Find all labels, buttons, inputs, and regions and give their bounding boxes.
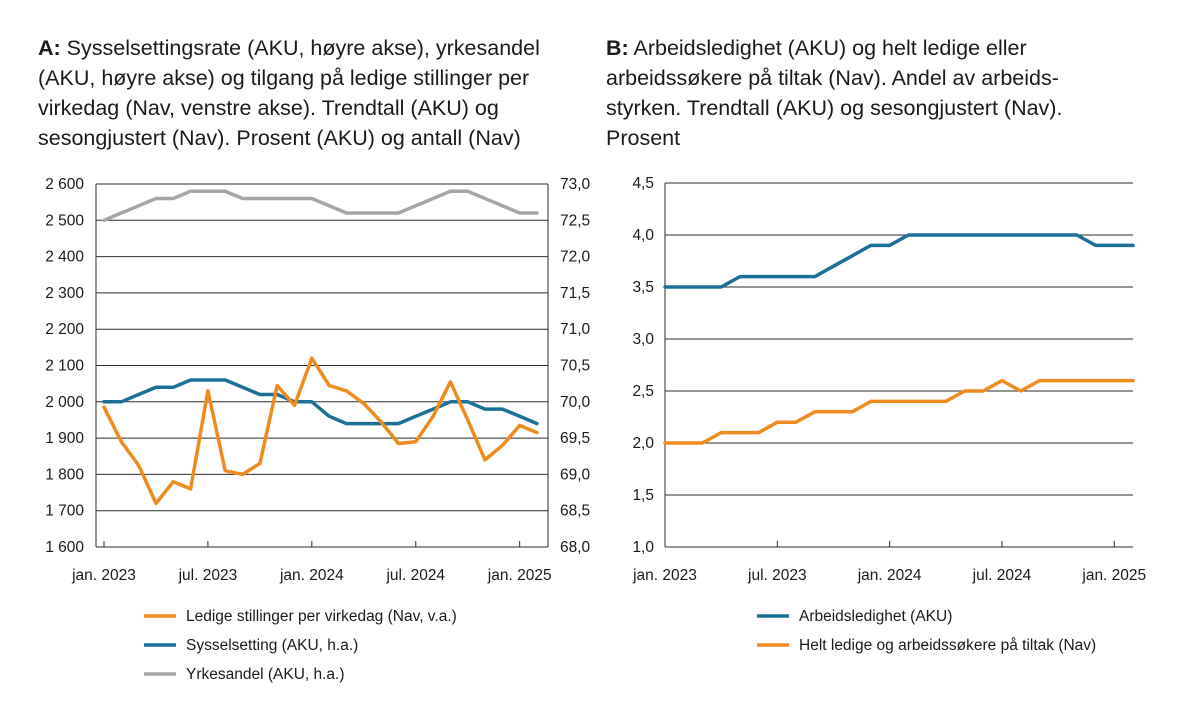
panel-b-title-line-3: styrken. Trendtall (AKU) og sesongjuster… <box>606 96 1063 120</box>
panel-a-left-tick-label: 2 200 <box>45 321 84 338</box>
panel-b-title-line-2: arbeidssøkere på tiltak (Nav). Andel av … <box>606 66 1059 90</box>
panel-a-series-line-2 <box>102 189 539 223</box>
panel-a-left-tick-label: 2 500 <box>45 212 84 229</box>
panel-a-title: A: Sysselsettingsrate (AKU, høyre akse),… <box>38 33 578 153</box>
panel-b-y-tick-label: 4,5 <box>632 175 654 192</box>
panel-b-legend-label: Arbeidsledighet (AKU) <box>799 608 952 625</box>
panel-a-legend-label: Sysselsetting (AKU, h.a.) <box>186 637 358 654</box>
panel-b-y-tick-label: 2,0 <box>632 435 654 452</box>
panel-b-x-tick-label: jan. 2025 <box>1081 567 1146 584</box>
panel-a-left-tick-label: 1 900 <box>45 430 84 447</box>
panel-a-x-tick-label: jan. 2025 <box>487 567 552 584</box>
panel-a-right-tick-label: 71,0 <box>560 321 591 338</box>
panel-a-series-line-1 <box>102 378 539 426</box>
panel-a-x-tick-label: jul. 2024 <box>385 567 445 584</box>
panel-b-y-tick-label: 2,5 <box>632 383 654 400</box>
panel-a-legend-label: Ledige stillinger per virkedag (Nav, v.a… <box>186 608 457 625</box>
panel-b-y-tick-label: 1,0 <box>632 539 654 556</box>
panel-a-right-tick-label: 69,0 <box>560 466 591 483</box>
panel-b-y-tick-label: 4,0 <box>632 227 654 244</box>
panel-b-x-tick-label: jan. 2024 <box>857 567 922 584</box>
panel-b-x-tick-label: jan. 2023 <box>632 567 697 584</box>
panel-b-title-line-4: Prosent <box>606 126 681 150</box>
panel-a-right-tick-label: 68,5 <box>560 503 590 520</box>
panel-b-y-tick-label: 1,5 <box>632 487 654 504</box>
panel-a-left-tick-label: 2 300 <box>45 285 84 302</box>
panel-a-right-tick-label: 73,0 <box>560 176 591 193</box>
panel-a-right-tick-label: 68,0 <box>560 539 591 556</box>
panel-a-left-tick-label: 1 600 <box>45 539 84 556</box>
panel-b-x-tick-label: jul. 2023 <box>747 567 807 584</box>
panel-a-left-tick-label: 2 100 <box>45 358 84 375</box>
panel-a-legend-label: Yrkesandel (AKU, h.a.) <box>186 666 345 683</box>
panel-a-left-tick-label: 2 000 <box>45 394 84 411</box>
panel-a-right-tick-label: 70,5 <box>560 358 590 375</box>
panel-b-label: B: <box>606 36 629 60</box>
panel-a-series-line-0 <box>102 356 539 506</box>
panel-a-x-tick-label: jul. 2023 <box>178 567 238 584</box>
panel-b-series-line-0 <box>663 233 1135 289</box>
panel-a-right-tick-label: 70,0 <box>560 394 591 411</box>
panel-a-right-tick-label: 69,5 <box>560 430 590 447</box>
panel-b-title: B: Arbeidsledighet (AKU) og helt ledige … <box>606 33 1166 153</box>
panel-b-chart: 1,0 1,5 2,0 2,5 3,0 3,5 4,0 4,5 jan. 2023 jul. 20… <box>632 175 1146 654</box>
panel-a-label: A: <box>38 36 61 60</box>
panel-b-legend-label: Helt ledige og arbeidssøkere på tiltak (… <box>799 637 1096 654</box>
panel-b-x-tick-label: jul. 2024 <box>972 567 1032 584</box>
panel-a-chart: 1 600 1 700 1 800 1 900 2 000 2 100 2 200 2 300… <box>45 176 590 683</box>
panel-a-x-tick-label: jan. 2023 <box>71 567 136 584</box>
panel-a-right-tick-label: 71,5 <box>560 285 590 302</box>
panel-a-right-tick-label: 72,0 <box>560 249 591 266</box>
panel-a-left-tick-label: 1 700 <box>45 503 84 520</box>
panel-a-right-tick-label: 72,5 <box>560 212 590 229</box>
panel-a-left-tick-label: 2 600 <box>45 176 84 193</box>
panel-a-left-tick-label: 2 400 <box>45 249 84 266</box>
panel-a-title-text: Sysselsettingsrate (AKU, høyre akse), yr… <box>38 36 540 150</box>
panel-a-x-tick-label: jan. 2024 <box>279 567 344 584</box>
panel-a-left-tick-label: 1 800 <box>45 466 84 483</box>
panel-b-series-line-1 <box>663 378 1135 445</box>
panel-b-y-tick-label: 3,0 <box>632 331 654 348</box>
panel-b-title-line-1: Arbeidsledighet (AKU) og helt ledige ell… <box>633 36 1027 60</box>
panel-b-y-tick-label: 3,5 <box>632 279 654 296</box>
